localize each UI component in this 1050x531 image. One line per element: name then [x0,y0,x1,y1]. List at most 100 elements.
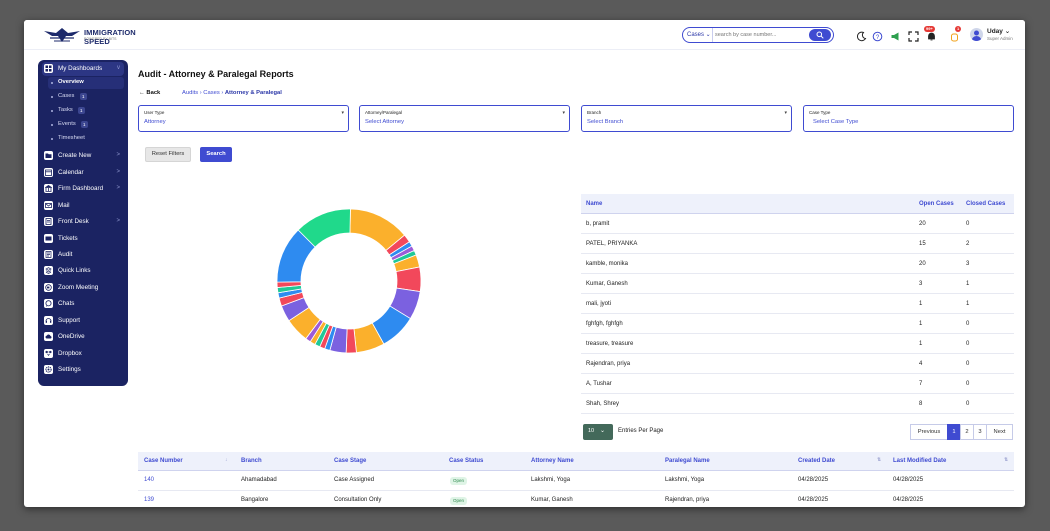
avatar[interactable] [970,28,983,41]
alerts-button[interactable]: 1 [949,26,962,42]
col-attorney-name[interactable]: Attorney Name [531,458,574,464]
sort-down-icon[interactable]: ↓ [225,457,228,463]
breadcrumb-current: Attorney & Paralegal [224,90,282,96]
col-created-date[interactable]: Created Date [798,458,836,464]
sidebar-subitem-tasks[interactable]: Tasks 1 [48,105,124,117]
sidebar-subitem-cases[interactable]: Cases 1 [48,91,124,103]
sidebar-item-my-dashboards[interactable]: My Dashboards v [42,62,124,76]
cell-name: Shah, Shrey [586,401,620,407]
cell-open-cases: 7 [919,381,923,387]
search-button[interactable] [809,29,831,41]
case-type-select[interactable]: Case Type Select Case Type [803,105,1014,132]
table-row[interactable]: 139 Bangalore Consultation Only Open Kumar, … [138,491,1014,507]
sidebar-item-calendar[interactable]: Calendar > [42,166,124,180]
sidebar-item-chats[interactable]: Chats [42,297,124,311]
gear-icon [44,365,53,374]
table-row[interactable]: 140 Ahamadabad Case Assigned Open Lakshmi, Y… [138,471,1014,491]
sidebar-item-onedrive[interactable]: OneDrive [42,330,124,344]
pagination-page-3[interactable]: 3 [973,424,987,440]
table-row: A, Tushar 7 0 [581,374,1014,394]
cell-paralegal: Lakshmi, Yoga [665,477,705,483]
pagination-page-2[interactable]: 2 [960,424,974,440]
sidebar-item-label: OneDrive [58,333,85,340]
cell-case-status: Open [450,477,468,485]
moon-icon [856,31,867,42]
sort-icon[interactable]: ⇅ [1004,457,1009,463]
chevron-right-icon: > [116,169,120,175]
brand-name: IMMIGRATION SPEED [84,28,136,46]
cell-name: b, pramit [586,221,610,227]
caret-down-icon: ▾ [562,110,565,116]
entries-per-page-select[interactable]: 10 ⌄ [583,424,613,440]
col-branch[interactable]: Branch [241,458,262,464]
donut-slice[interactable] [395,266,422,293]
sidebar-subitem-events[interactable]: Events 1 [48,119,124,131]
sidebar-item-front-desk[interactable]: Front Desk > [42,215,124,229]
sidebar-subitem-timesheet[interactable]: Timesheet [48,133,124,145]
search-input[interactable] [715,29,805,41]
search-filters-button[interactable]: Search [200,147,232,162]
col-case-number[interactable]: Case Number [144,458,183,464]
cell-open-cases: 15 [919,241,926,247]
col-case-status[interactable]: Case Status [449,458,484,464]
cell-closed-cases: 0 [966,361,970,367]
breadcrumb-audits[interactable]: Audits [182,90,199,96]
sidebar-item-mail[interactable]: Mail [42,199,124,213]
pagination-page-1[interactable]: 1 [947,424,961,440]
sidebar-item-label: Tickets [58,235,78,242]
caret-down-icon: ▾ [784,110,787,116]
cell-attorney: Kumar, Ganesh [531,497,573,503]
notifications-button[interactable]: 99+ [924,26,937,41]
filter-value: Select Branch [587,119,624,125]
cell-created: 04/28/2025 [798,477,829,483]
pagination-next[interactable]: Next [986,424,1013,440]
sidebar-item-settings[interactable]: Settings [42,363,124,377]
user-name[interactable]: Uday ⌄ [987,28,1011,35]
attorney-paralegal-select[interactable]: Attorney/Paralegal Select Attorney ▾ [359,105,570,132]
brand-logo[interactable]: IMMIGRATION SPEED POWERED BY BITS [42,25,152,46]
megaphone-icon [891,32,899,41]
sidebar-item-create-new[interactable]: Create New > [42,149,124,163]
col-last-modified-date[interactable]: Last Modified Date [893,458,947,464]
sort-icon[interactable]: ⇅ [877,457,882,463]
sidebar-subitem-overview[interactable]: Overview [48,77,124,89]
cell-case-number[interactable]: 139 [144,497,155,503]
notification-badge: 99+ [924,26,935,32]
announcement-button[interactable] [890,29,901,41]
search-scope-select[interactable]: Cases ⌄ [683,28,713,42]
cell-closed-cases: 3 [966,261,970,267]
help-button[interactable]: ? [872,29,883,42]
breadcrumb-cases[interactable]: Cases [203,90,220,96]
sidebar-item-quick-links[interactable]: Quick Links [42,264,124,278]
col-open-cases[interactable]: Open Cases [919,201,954,207]
sidebar-item-label: Zoom Meeting [58,284,99,291]
branch-select[interactable]: Branch Select Branch ▾ [581,105,792,132]
col-name[interactable]: Name [586,201,603,207]
donut-slice[interactable] [297,208,351,248]
cell-closed-cases: 1 [966,301,970,307]
col-paralegal-name[interactable]: Paralegal Name [665,458,710,464]
sidebar-item-firm-dashboard[interactable]: Firm Dashboard > [42,182,124,196]
col-case-stage[interactable]: Case Stage [334,458,367,464]
sidebar-item-zoom-meeting[interactable]: Zoom Meeting [42,281,124,295]
sidebar-item-dropbox[interactable]: Dropbox [42,347,124,361]
bullet-icon [51,138,53,140]
back-button[interactable]: ← Back [139,90,161,96]
sidebar-item-support[interactable]: Support [42,314,124,328]
dark-mode-toggle[interactable] [856,29,867,42]
cell-case-number[interactable]: 140 [144,477,155,483]
pagination-previous[interactable]: Previous [910,424,948,440]
fullscreen-button[interactable] [908,29,919,42]
chevron-down-icon: v [117,65,120,71]
sidebar-item-label: Chats [58,300,75,307]
reset-filters-button[interactable]: Reset Filters [145,147,191,162]
sidebar-item-audit[interactable]: Audit [42,248,124,262]
sidebar-item-label: Support [58,317,81,324]
chevron-right-icon: > [116,218,120,224]
search-icon [816,31,824,39]
global-search: Cases ⌄ [682,27,834,43]
col-closed-cases[interactable]: Closed Cases [966,201,1006,207]
support-icon [44,316,53,325]
user-type-select[interactable]: User Type Attorney ▾ [138,105,349,132]
sidebar-item-tickets[interactable]: Tickets [42,232,124,246]
